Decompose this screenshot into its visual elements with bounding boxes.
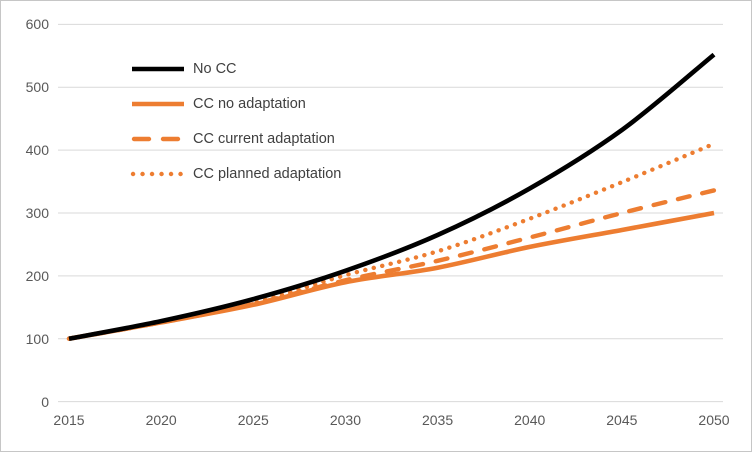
y-axis-tick-label: 500 bbox=[25, 79, 49, 96]
y-axis-tick-label: 100 bbox=[25, 330, 49, 347]
x-axis-tick-label: 2050 bbox=[698, 412, 730, 428]
line-swatch-dashed-orange-icon bbox=[131, 136, 186, 141]
x-axis-tick-label: 2035 bbox=[421, 412, 454, 428]
x-axis-tick-label: 2040 bbox=[514, 412, 546, 428]
line-swatch-solid-orange-icon bbox=[132, 101, 184, 106]
legend-label-cc-planned-adaptation: CC planned adaptation bbox=[193, 165, 342, 182]
legend-item-no-cc: No CC bbox=[130, 51, 341, 86]
line-swatch-solid-black-icon bbox=[132, 66, 184, 71]
y-axis-tick-label: 400 bbox=[25, 142, 49, 159]
legend-item-cc-current-adaptation: CC current adaptation bbox=[130, 121, 341, 156]
y-axis-tick-label: 0 bbox=[41, 393, 49, 410]
legend-label-cc-no-adaptation: CC no adaptation bbox=[193, 95, 306, 112]
x-axis-tick-label: 2030 bbox=[329, 412, 361, 428]
y-axis-tick-label: 600 bbox=[25, 16, 49, 33]
series-line-no-cc bbox=[68, 52, 716, 341]
x-axis-tick-label: 2025 bbox=[237, 412, 269, 428]
y-axis-tick-label: 200 bbox=[25, 267, 49, 284]
legend-item-cc-planned-adaptation: CC planned adaptation bbox=[130, 156, 341, 191]
legend: No CC CC no adaptation CC current adapta… bbox=[130, 51, 341, 191]
line-swatch-dotted-orange-icon bbox=[130, 171, 186, 176]
x-axis-tick-label: 2020 bbox=[145, 412, 177, 428]
legend-label-no-cc: No CC bbox=[193, 60, 237, 77]
legend-item-cc-no-adaptation: CC no adaptation bbox=[130, 86, 341, 121]
y-axis-tick-label: 300 bbox=[25, 205, 49, 221]
x-axis-tick-label: 2015 bbox=[53, 412, 85, 428]
legend-label-cc-current-adaptation: CC current adaptation bbox=[193, 130, 335, 147]
x-axis-tick-label: 2045 bbox=[606, 412, 638, 428]
